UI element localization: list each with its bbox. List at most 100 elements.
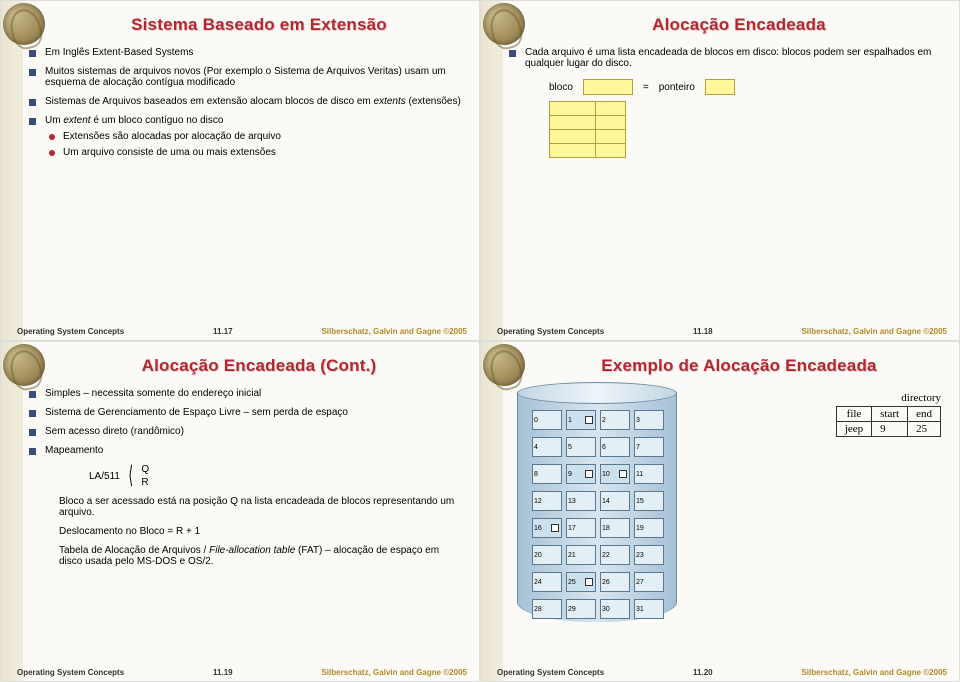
- footer-right: Silberschatz, Galvin and Gagne ©2005: [321, 668, 467, 677]
- map-r: R: [141, 477, 149, 488]
- bullet-text: Sistemas de Arquivos baseados em extensã…: [45, 96, 461, 107]
- dir-cell: jeep: [836, 422, 871, 437]
- paragraph: Bloco a ser acessado está na posição Q n…: [59, 496, 465, 518]
- slide-19: Alocação Encadeada (Cont.) Simples – nec…: [0, 341, 480, 682]
- disk-diagram: 0123456789101112131415161718192021222324…: [517, 392, 697, 622]
- slide-title: Sistema Baseado em Extensão: [53, 15, 465, 35]
- corner-ornament: [483, 344, 525, 386]
- disk-block: 28: [532, 599, 562, 619]
- disk-cylinder: 0123456789101112131415161718192021222324…: [517, 392, 677, 622]
- bullet-list: Em Inglês Extent-Based Systems Muitos si…: [29, 47, 465, 158]
- eq-mid: =: [643, 82, 649, 93]
- footer-left: Operating System Concepts: [17, 668, 124, 677]
- map-q: Q: [141, 464, 149, 475]
- disk-block: 19: [634, 518, 664, 538]
- eq-right: ponteiro: [659, 82, 695, 93]
- disk-block: 27: [634, 572, 664, 592]
- slide-title: Alocação Encadeada: [533, 15, 945, 35]
- slide-title: Alocação Encadeada (Cont.): [53, 356, 465, 376]
- sub-bullet: Extensões são alocadas por alocação de a…: [49, 131, 465, 142]
- la-label: LA/511: [89, 471, 120, 482]
- block-grid: 0123456789101112131415161718192021222324…: [532, 410, 664, 623]
- disk-block: 29: [566, 599, 596, 619]
- footer-left: Operating System Concepts: [497, 327, 604, 336]
- sub-bullet-list: Extensões são alocadas por alocação de a…: [49, 131, 465, 158]
- disk-block: 26: [600, 572, 630, 592]
- slide-title: Exemplo de Alocação Encadeada: [533, 356, 945, 376]
- footer-page: 11.17: [213, 327, 233, 336]
- disk-block: 23: [634, 545, 664, 565]
- brace-icon: ⟨: [128, 467, 133, 485]
- footer-page: 11.18: [693, 327, 713, 336]
- bullet: Em Inglês Extent-Based Systems: [29, 47, 465, 58]
- footer-right: Silberschatz, Galvin and Gagne ©2005: [801, 668, 947, 677]
- dir-col: end: [908, 407, 941, 422]
- footer-left: Operating System Concepts: [17, 327, 124, 336]
- disk-block: 8: [532, 464, 562, 484]
- bullet-list: Cada arquivo é uma lista encadeada de bl…: [509, 47, 945, 69]
- directory-label: directory: [836, 392, 941, 404]
- eq-left: bloco: [549, 82, 573, 93]
- disk-block: 7: [634, 437, 664, 457]
- block-table: [549, 101, 626, 158]
- footer-right: Silberschatz, Galvin and Gagne ©2005: [321, 327, 467, 336]
- bullet-list: Simples – necessita somente do endereço …: [29, 388, 465, 456]
- bullet: Cada arquivo é uma lista encadeada de bl…: [509, 47, 945, 69]
- bullet: Sem acesso direto (randômico): [29, 426, 465, 437]
- disk-block: 10: [600, 464, 630, 484]
- disk-block: 5: [566, 437, 596, 457]
- disk-block: 30: [600, 599, 630, 619]
- disk-block: 9: [566, 464, 596, 484]
- disk-block: 0: [532, 410, 562, 430]
- disk-block: 20: [532, 545, 562, 565]
- slide-footer: Operating System Concepts 11.19 Silbersc…: [17, 668, 467, 677]
- paragraph: Tabela de Alocação de Arquivos / File-al…: [59, 545, 465, 567]
- mapping-formula: LA/511 ⟨ Q R: [89, 464, 465, 488]
- disk-block: 3: [634, 410, 664, 430]
- block-cell: [583, 79, 633, 95]
- slide-footer: Operating System Concepts 11.18 Silbersc…: [497, 327, 947, 336]
- disk-block: 15: [634, 491, 664, 511]
- bullet: Um extent é um bloco contíguo no disco E…: [29, 115, 465, 158]
- footer-page: 11.20: [693, 668, 713, 677]
- disk-block: 12: [532, 491, 562, 511]
- disk-block: 21: [566, 545, 596, 565]
- corner-ornament: [3, 3, 45, 45]
- disk-block: 11: [634, 464, 664, 484]
- disk-block: 4: [532, 437, 562, 457]
- disk-block: 2: [600, 410, 630, 430]
- disk-block: 22: [600, 545, 630, 565]
- corner-ornament: [483, 3, 525, 45]
- bullet: Muitos sistemas de arquivos novos (Por e…: [29, 66, 465, 88]
- disk-block: 6: [600, 437, 630, 457]
- slide-footer: Operating System Concepts 11.20 Silbersc…: [497, 668, 947, 677]
- footer-right: Silberschatz, Galvin and Gagne ©2005: [801, 327, 947, 336]
- corner-ornament: [3, 344, 45, 386]
- disk-block: 18: [600, 518, 630, 538]
- footer-page: 11.19: [213, 668, 233, 677]
- slide-18: Alocação Encadeada Cada arquivo é uma li…: [480, 0, 960, 341]
- bullet: Sistemas de Arquivos baseados em extensã…: [29, 96, 465, 107]
- slide-20: Exemplo de Alocação Encadeada 0123456789…: [480, 341, 960, 682]
- disk-block: 24: [532, 572, 562, 592]
- disk-block: 1: [566, 410, 596, 430]
- directory-table: file start end jeep 9 25: [836, 406, 941, 437]
- pointer-cell: [705, 79, 735, 95]
- bullet: Sistema de Gerenciamento de Espaço Livre…: [29, 407, 465, 418]
- bullet: Simples – necessita somente do endereço …: [29, 388, 465, 399]
- disk-block: 17: [566, 518, 596, 538]
- disk-block: 31: [634, 599, 664, 619]
- dir-cell: 9: [872, 422, 908, 437]
- slide-17: Sistema Baseado em Extensão Em Inglês Ex…: [0, 0, 480, 341]
- directory-box: directory file start end jeep 9 25: [836, 392, 941, 437]
- slide-footer: Operating System Concepts 11.17 Silbersc…: [17, 327, 467, 336]
- paragraph: Deslocamento no Bloco = R + 1: [59, 526, 465, 537]
- footer-left: Operating System Concepts: [497, 668, 604, 677]
- disk-block: 14: [600, 491, 630, 511]
- disk-block: 16: [532, 518, 562, 538]
- bullet-text: Um extent é um bloco contíguo no disco: [45, 115, 223, 126]
- disk-block: 25: [566, 572, 596, 592]
- dir-cell: 25: [908, 422, 941, 437]
- block-equation: bloco = ponteiro: [549, 79, 945, 95]
- disk-block: 13: [566, 491, 596, 511]
